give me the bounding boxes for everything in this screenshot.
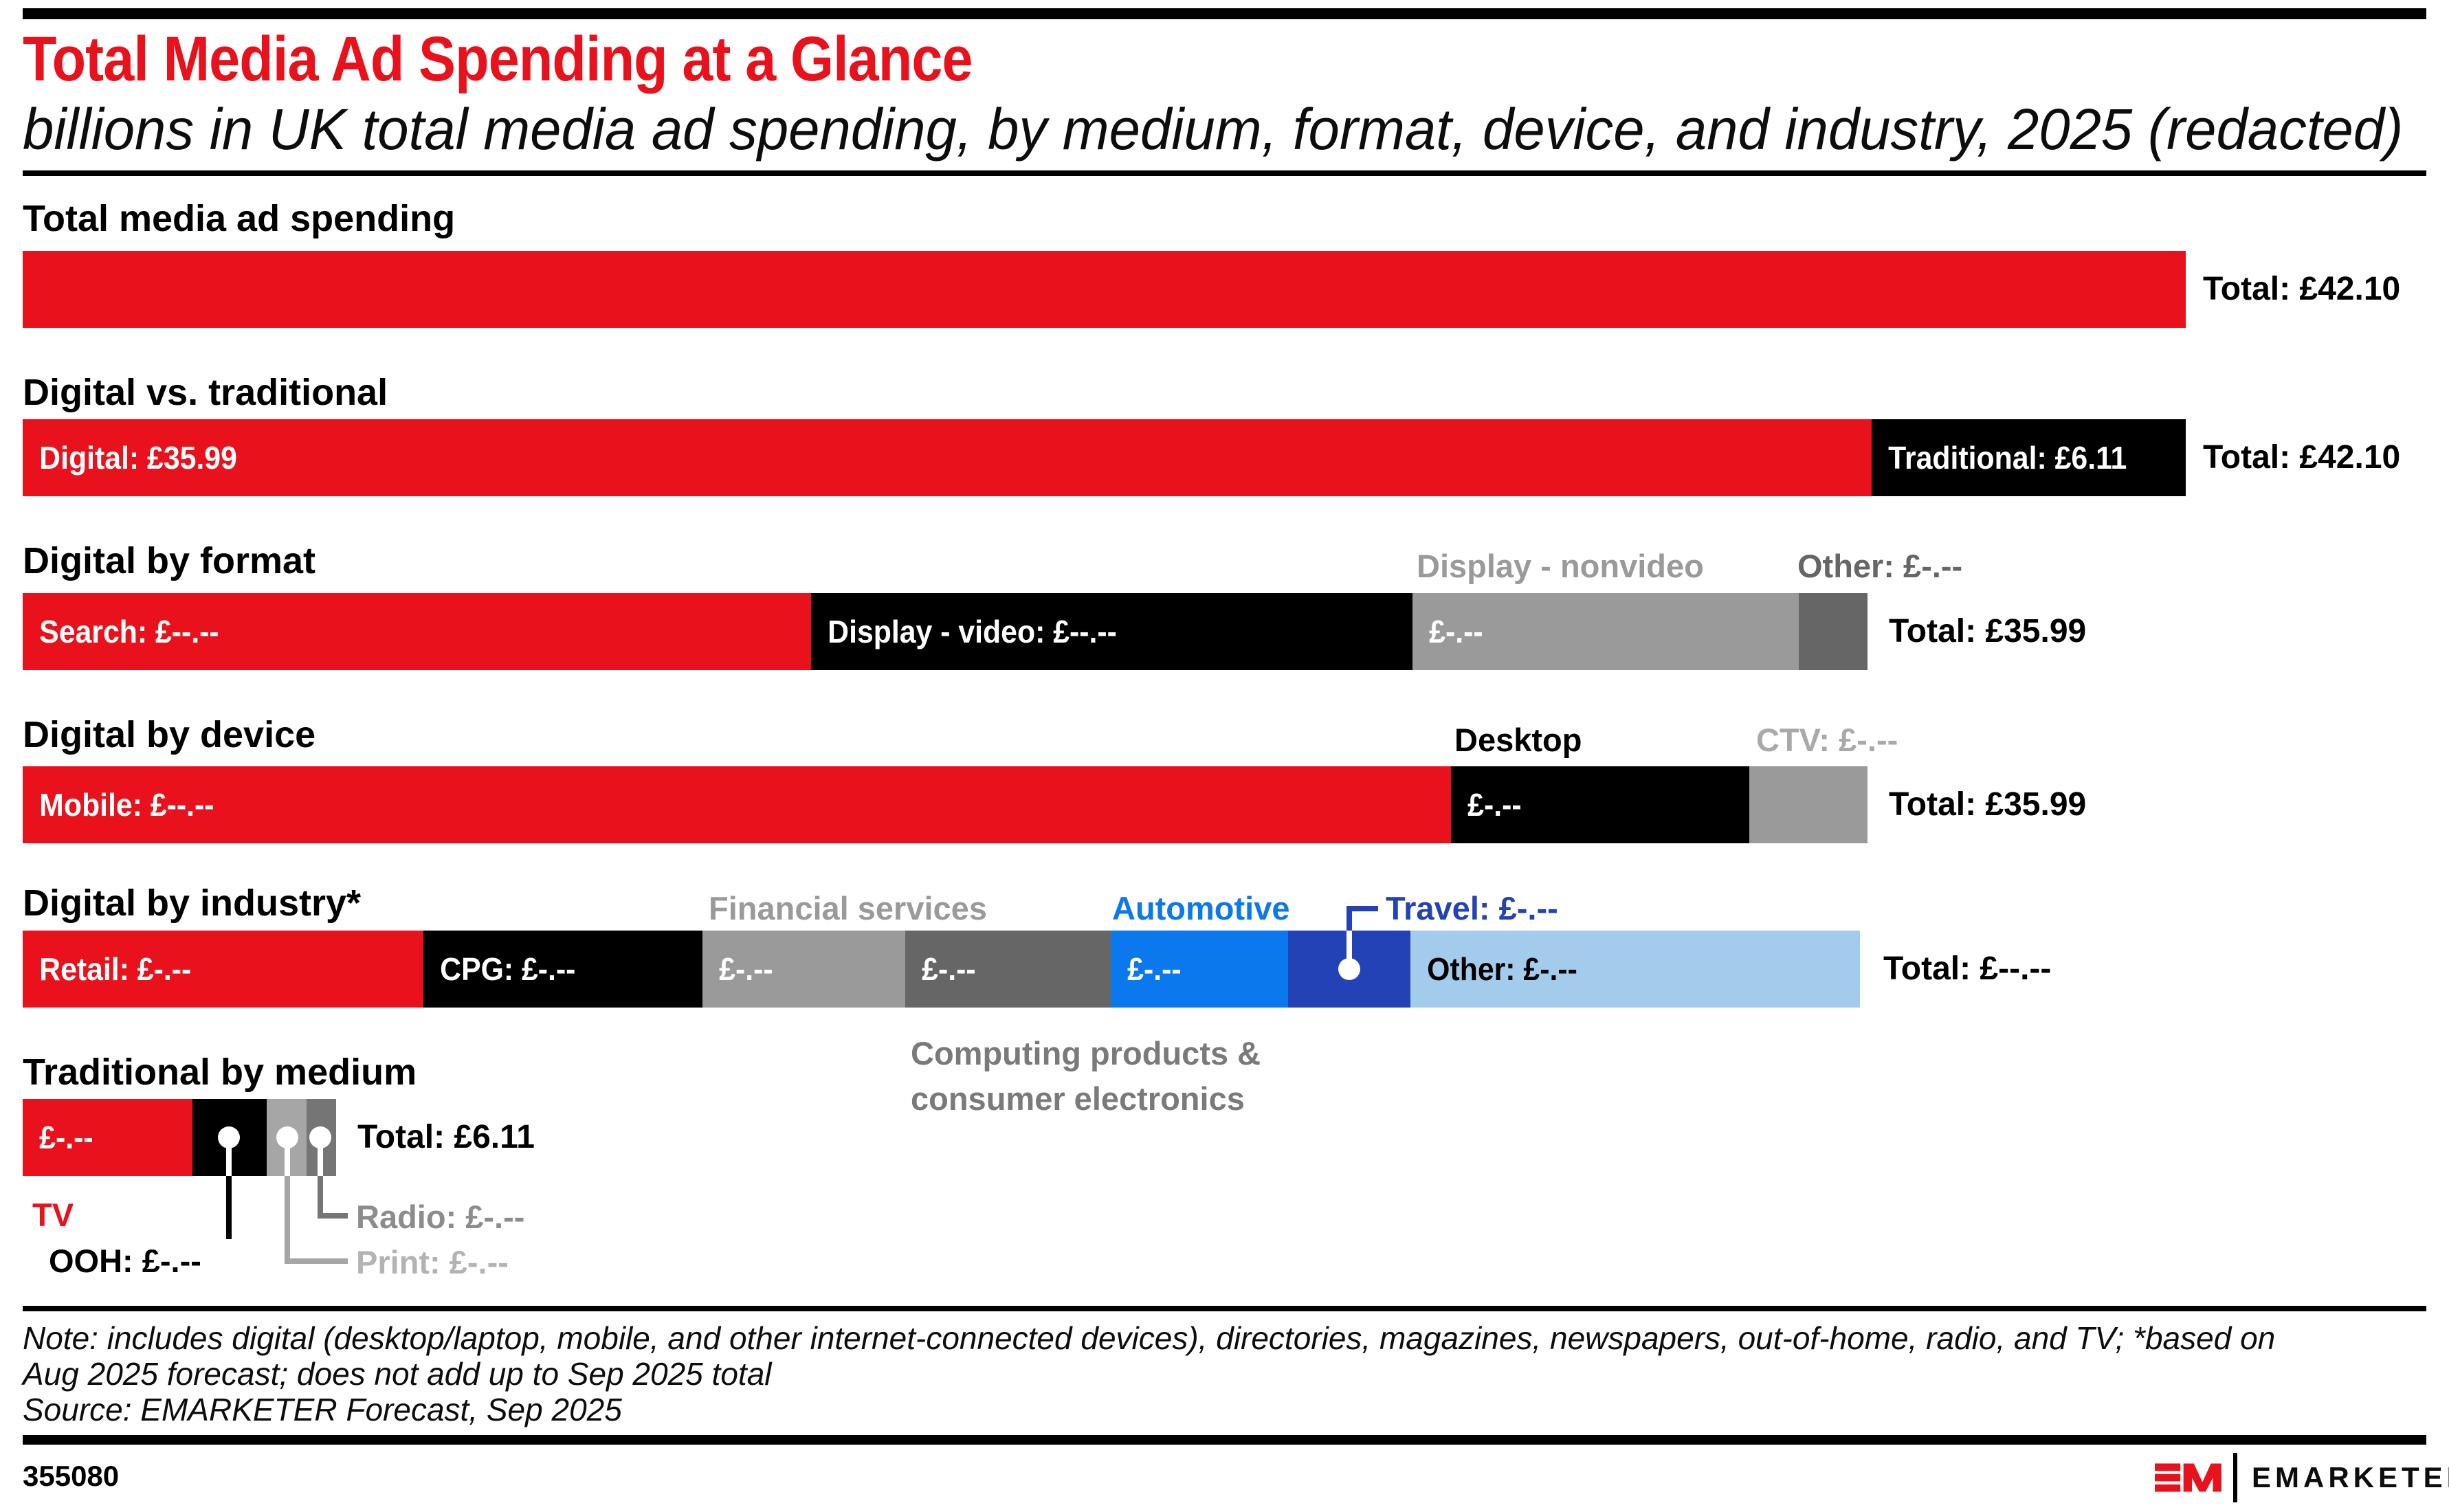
section-heading-industry: Digital by industry*	[23, 882, 362, 924]
emarketer-logo	[2155, 1452, 2222, 1504]
travel-callout-label: Travel: £-.--	[1386, 890, 1558, 926]
segment-mobile-label: Mobile: £--.--	[39, 787, 214, 823]
segment-computing: £-.--	[905, 931, 1111, 1008]
segment-mobile: Mobile: £--.--	[23, 766, 1451, 843]
header-divider	[23, 170, 2426, 176]
travel-connector-stem	[1347, 931, 1352, 969]
segment-search: Search: £--.--	[23, 593, 811, 670]
note-line-1: Note: includes digital (desktop/laptop, …	[23, 1320, 2276, 1356]
segment-automotive: £-.--	[1111, 931, 1288, 1008]
segment-ctv	[1749, 766, 1868, 843]
bottom-rule	[23, 1435, 2426, 1445]
digital-vs-traditional-total-label: Total: £42.10	[2203, 439, 2401, 476]
segment-display-video: Display - video: £--.--	[811, 593, 1412, 670]
segment-digital: Digital: £35.99	[23, 419, 1872, 496]
radio-connector-stem	[318, 1137, 323, 1176]
segment-retail-label: Retail: £-.--	[39, 951, 192, 987]
note-line-2: Aug 2025 forecast; does not add up to Se…	[23, 1356, 772, 1392]
segment-retail: Retail: £-.--	[23, 931, 423, 1008]
ooh-connector-line	[226, 1176, 232, 1239]
section-heading-total: Total media ad spending	[23, 198, 456, 239]
source-line: Source: EMARKETER Forecast, Sep 2025	[23, 1392, 622, 1427]
bar-device: Mobile: £--.-- £-.--	[23, 766, 1868, 843]
travel-connector-dot	[1338, 958, 1360, 980]
segment-traditional: Traditional: £6.11	[1872, 419, 2186, 496]
section-heading-device: Digital by device	[23, 714, 316, 755]
segment-computing-value: £-.--	[922, 951, 976, 987]
segment-cpg-label: CPG: £-.--	[440, 951, 576, 987]
segment-digital-label: Digital: £35.99	[39, 440, 237, 476]
section-heading-format: Digital by format	[23, 540, 316, 581]
radio-connector-dot	[309, 1126, 331, 1148]
display-nonvideo-callout-label: Display - nonvideo	[1417, 548, 1704, 584]
segment-tv: £-.--	[23, 1099, 192, 1176]
print-callout-label: Print: £-.--	[356, 1244, 509, 1280]
traditional-total-label: Total: £6.11	[357, 1119, 535, 1155]
desktop-callout-label: Desktop	[1454, 722, 1582, 758]
segment-industry-other-label: Other: £-.--	[1427, 951, 1577, 987]
emarketer-logo-icon	[2155, 1463, 2221, 1492]
ooh-callout-label: OOH: £-.--	[49, 1243, 201, 1279]
automotive-callout-label: Automotive	[1112, 890, 1290, 926]
segment-format-other	[1799, 593, 1868, 670]
segment-automotive-value: £-.--	[1127, 951, 1182, 987]
computing-callout-line1: Computing products &	[911, 1035, 1261, 1071]
print-connector-horizontal	[285, 1258, 348, 1264]
segment-display-video-label: Display - video: £--.--	[828, 614, 1117, 649]
bar-industry: Retail: £-.-- CPG: £-.-- £-.-- £-.-- £-.…	[23, 931, 1860, 1008]
page-title: Total Media Ad Spending at a Glance	[23, 24, 973, 94]
segment-search-label: Search: £--.--	[39, 614, 219, 649]
computing-callout-line2: consumer electronics	[911, 1080, 1245, 1117]
ctv-callout-label: CTV: £-.--	[1756, 722, 1898, 758]
section-heading-traditional: Traditional by medium	[23, 1052, 417, 1093]
bar-format: Search: £--.-- Display - video: £--.-- £…	[23, 593, 1868, 670]
financial-services-callout-label: Financial services	[709, 890, 987, 926]
travel-connector-horizontal	[1347, 906, 1378, 911]
industry-total-label: Total: £--.--	[1883, 950, 2052, 987]
radio-connector-vertical	[318, 1176, 323, 1219]
segment-desktop-value: £-.--	[1467, 787, 1522, 823]
format-total-label: Total: £35.99	[1889, 613, 2087, 649]
travel-connector-vertical	[1347, 906, 1352, 931]
footer-divider	[23, 1306, 2426, 1311]
logo-divider	[2233, 1453, 2237, 1502]
total-value-label: Total: £42.10	[2203, 271, 2401, 307]
section-heading-digital-vs-traditional: Digital vs. traditional	[23, 372, 388, 413]
page-subtitle: billions in UK total media ad spending, …	[23, 97, 2404, 162]
emarketer-wordmark: EMARKETER	[2252, 1461, 2449, 1493]
chart-id: 355080	[23, 1460, 120, 1492]
segment-display-nonvideo-value: £-.--	[1429, 614, 1483, 649]
segment-industry-other: Other: £-.--	[1410, 931, 1860, 1008]
bar-digital-vs-traditional: Digital: £35.99 Traditional: £6.11	[23, 419, 2186, 496]
top-rule	[23, 8, 2426, 19]
bar-total	[23, 251, 2186, 328]
radio-connector-horizontal	[318, 1213, 348, 1219]
segment-display-nonvideo: £-.--	[1412, 593, 1799, 670]
segment-desktop: £-.--	[1451, 766, 1749, 843]
tv-callout-label: TV	[32, 1197, 74, 1233]
segment-financial-services: £-.--	[702, 931, 905, 1008]
ooh-connector-dot	[218, 1126, 240, 1148]
radio-callout-label: Radio: £-.--	[356, 1199, 525, 1235]
format-other-callout-label: Other: £-.--	[1797, 548, 1963, 584]
segment-financial-value: £-.--	[719, 951, 773, 987]
ooh-connector-stem	[226, 1137, 232, 1176]
segment-traditional-label: Traditional: £6.11	[1888, 440, 2127, 476]
computing-callout-label: Computing products & consumer electronic…	[911, 1031, 1261, 1122]
print-connector-dot	[276, 1126, 298, 1148]
print-connector-stem	[285, 1137, 290, 1176]
device-total-label: Total: £35.99	[1889, 786, 2087, 823]
segment-tv-value: £-.--	[39, 1120, 93, 1155]
segment-total-media	[23, 251, 2186, 328]
print-connector-vertical	[285, 1176, 290, 1264]
segment-cpg: CPG: £-.--	[423, 931, 702, 1008]
